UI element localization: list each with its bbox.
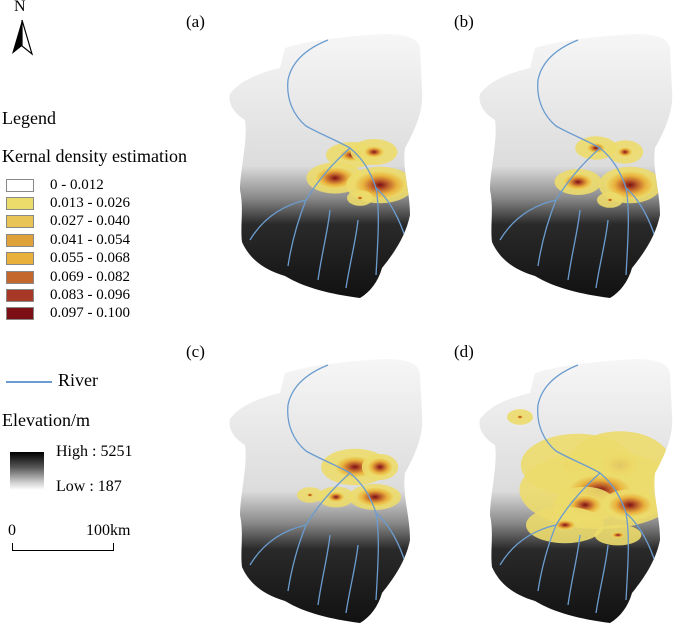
kde-class-row: 0 - 0.012 bbox=[6, 176, 130, 194]
density-hotspot-core bbox=[307, 493, 313, 497]
river-line bbox=[345, 219, 359, 289]
kde-title: Kernal density estimation bbox=[2, 146, 187, 166]
panel-a-label: (a) bbox=[186, 12, 205, 31]
elevation-high-label: High : 5251 bbox=[56, 443, 133, 460]
river-line bbox=[499, 199, 557, 241]
map-panel-b bbox=[479, 34, 673, 298]
kde-class-range: 0.083 - 0.096 bbox=[50, 287, 130, 304]
river-legend-line bbox=[6, 381, 52, 383]
kde-class-row: 0.069 - 0.082 bbox=[6, 268, 130, 286]
kde-class-swatch bbox=[6, 233, 34, 247]
river-line bbox=[595, 544, 609, 614]
density-hotspot-core bbox=[356, 487, 394, 507]
density-hotspot-core bbox=[364, 146, 384, 158]
kde-class-row: 0.083 - 0.096 bbox=[6, 286, 130, 304]
kde-class-range: 0.055 - 0.068 bbox=[50, 250, 130, 267]
kde-class-swatch bbox=[6, 252, 34, 266]
elevation-gradient bbox=[10, 452, 44, 490]
river-line bbox=[595, 219, 609, 289]
kde-class-row: 0.097 - 0.100 bbox=[6, 305, 130, 323]
density-hotspot-core bbox=[327, 492, 345, 502]
density-hotspot-core bbox=[270, 366, 274, 368]
density-hotspot-core bbox=[607, 198, 613, 202]
kde-class-range: 0.041 - 0.054 bbox=[50, 231, 130, 248]
density-hotspot-core bbox=[606, 171, 654, 199]
kde-class-list: 0 - 0.012 0.013 - 0.026 0.027 - 0.040 0.041… bbox=[6, 176, 130, 323]
river-line bbox=[537, 364, 629, 601]
kde-class-row: 0.055 - 0.068 bbox=[6, 250, 130, 268]
panel-d-label: (d) bbox=[454, 342, 474, 361]
elevation-low-label: Low : 187 bbox=[56, 478, 122, 495]
river-line bbox=[249, 524, 307, 566]
kde-class-row: 0.013 - 0.026 bbox=[6, 194, 130, 212]
density-hotspot-core bbox=[587, 143, 605, 153]
density-hotspot-core bbox=[367, 458, 393, 476]
kde-class-swatch bbox=[6, 178, 34, 192]
kde-class-swatch bbox=[6, 307, 34, 321]
scale-zero-label: 0 bbox=[8, 522, 16, 539]
kde-class-swatch bbox=[6, 289, 34, 303]
density-hotspot-core bbox=[517, 415, 523, 419]
river-line bbox=[317, 534, 331, 606]
river-legend-label: River bbox=[58, 370, 98, 390]
panel-b-label: (b) bbox=[454, 12, 474, 31]
map-panel-d bbox=[479, 359, 673, 623]
kde-class-range: 0.013 - 0.026 bbox=[50, 195, 130, 212]
river-line bbox=[317, 209, 331, 281]
river-line bbox=[499, 524, 557, 566]
study-region bbox=[479, 34, 673, 298]
kde-class-range: 0.069 - 0.082 bbox=[50, 268, 130, 285]
density-hotspot-core bbox=[611, 532, 625, 538]
river-line bbox=[287, 39, 379, 276]
density-hotspot-core bbox=[554, 520, 576, 530]
kde-class-swatch bbox=[6, 215, 34, 229]
scale-bar bbox=[12, 543, 114, 551]
kde-class-swatch bbox=[6, 197, 34, 211]
scale-end-label: 100km bbox=[86, 522, 131, 539]
density-hotspot-core bbox=[618, 147, 632, 157]
kde-class-range: 0 - 0.012 bbox=[50, 176, 104, 193]
panel-c-label: (c) bbox=[186, 342, 205, 361]
kde-class-row: 0.041 - 0.054 bbox=[6, 231, 130, 249]
river-line bbox=[567, 209, 581, 281]
density-hotspot-outer bbox=[266, 363, 278, 371]
north-letter: N bbox=[14, 0, 26, 15]
river-line bbox=[537, 39, 629, 276]
map-panel-a bbox=[229, 34, 423, 298]
river-line bbox=[567, 534, 581, 606]
legend-title: Legend bbox=[2, 108, 56, 128]
density-hotspot-core bbox=[357, 196, 363, 200]
kde-class-row: 0.027 - 0.040 bbox=[6, 213, 130, 231]
river-line bbox=[345, 544, 359, 614]
density-hotspot-core bbox=[608, 493, 652, 517]
river-line bbox=[287, 364, 379, 601]
map-panel-c bbox=[229, 359, 423, 623]
north-arrow-icon bbox=[12, 19, 34, 56]
kde-class-range: 0.097 - 0.100 bbox=[50, 305, 130, 322]
river-line bbox=[249, 199, 307, 241]
kde-class-swatch bbox=[6, 270, 34, 284]
kde-class-range: 0.027 - 0.040 bbox=[50, 213, 130, 230]
elevation-title: Elevation/m bbox=[2, 410, 90, 430]
